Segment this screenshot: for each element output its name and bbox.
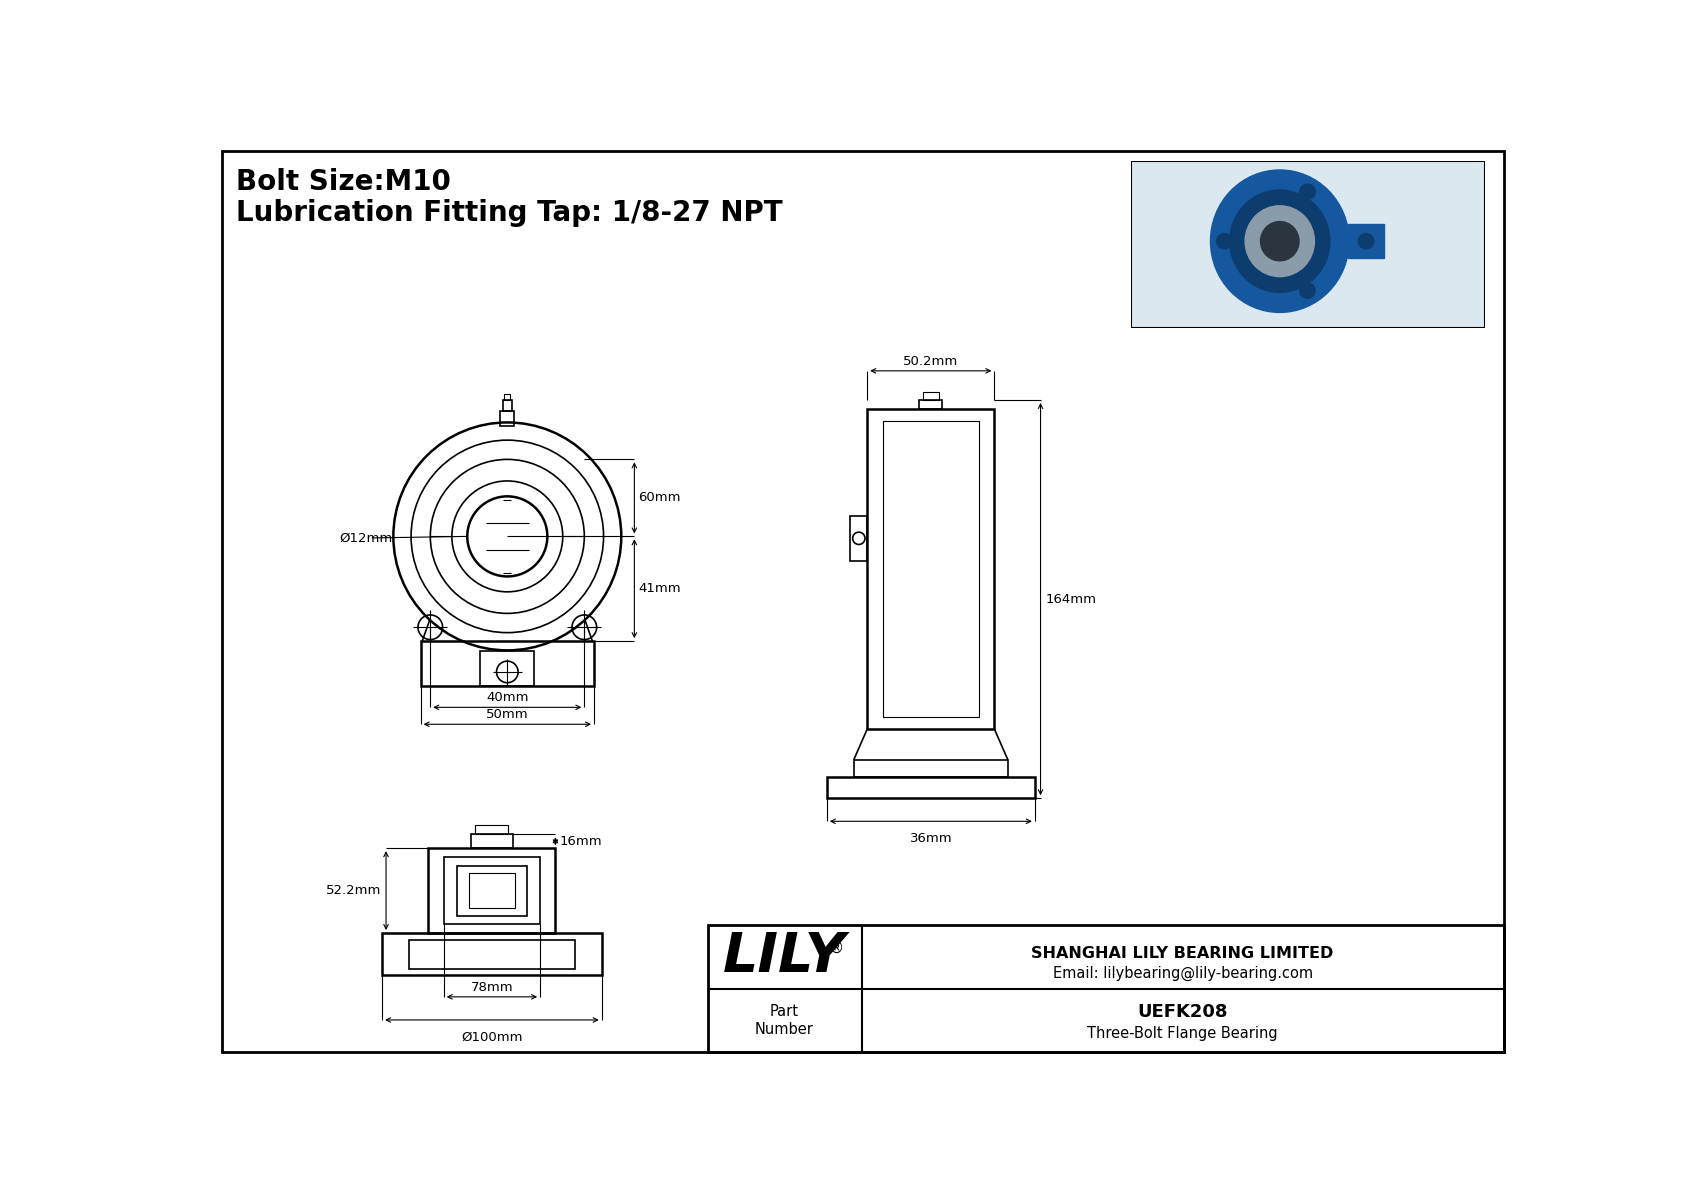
Text: 52.2mm: 52.2mm bbox=[327, 884, 381, 897]
Bar bbox=[500, 411, 514, 426]
Text: Ø100mm: Ø100mm bbox=[461, 1030, 522, 1043]
Bar bbox=[504, 400, 512, 411]
Text: ®: ® bbox=[829, 941, 844, 955]
Text: 164mm: 164mm bbox=[1046, 593, 1096, 606]
Bar bbox=[468, 873, 515, 908]
Text: 16mm: 16mm bbox=[561, 835, 603, 848]
Circle shape bbox=[1300, 282, 1315, 298]
Bar bbox=[919, 400, 943, 410]
Ellipse shape bbox=[1211, 170, 1349, 312]
Text: Ø12mm: Ø12mm bbox=[340, 531, 392, 544]
Circle shape bbox=[1216, 233, 1233, 249]
Text: 50mm: 50mm bbox=[487, 709, 529, 722]
Bar bbox=[472, 835, 514, 848]
Bar bbox=[923, 392, 938, 400]
Text: 36mm: 36mm bbox=[909, 833, 951, 846]
Bar bbox=[867, 410, 994, 729]
Ellipse shape bbox=[1229, 191, 1330, 293]
Bar bbox=[850, 516, 867, 561]
Bar bbox=[882, 420, 978, 717]
Text: 40mm: 40mm bbox=[487, 691, 529, 704]
Bar bbox=[382, 933, 601, 975]
Text: LILY: LILY bbox=[722, 930, 845, 984]
Bar bbox=[458, 866, 527, 916]
Circle shape bbox=[1300, 185, 1315, 200]
Bar bbox=[409, 940, 574, 969]
Text: 78mm: 78mm bbox=[470, 980, 514, 993]
Bar bbox=[1347, 224, 1384, 258]
Ellipse shape bbox=[1261, 222, 1298, 261]
Bar bbox=[504, 394, 510, 400]
Bar bbox=[428, 848, 556, 933]
Text: 41mm: 41mm bbox=[638, 582, 680, 596]
Bar bbox=[854, 760, 1007, 777]
Bar bbox=[707, 925, 1504, 1053]
Text: UEFK208: UEFK208 bbox=[1137, 1003, 1228, 1021]
Text: SHANGHAI LILY BEARING LIMITED: SHANGHAI LILY BEARING LIMITED bbox=[1031, 946, 1334, 961]
Circle shape bbox=[1359, 233, 1374, 249]
Text: 60mm: 60mm bbox=[638, 492, 680, 505]
Bar bbox=[1132, 161, 1485, 329]
Ellipse shape bbox=[1244, 206, 1315, 276]
Bar bbox=[1132, 161, 1485, 329]
Text: Three-Bolt Flange Bearing: Three-Bolt Flange Bearing bbox=[1088, 1025, 1278, 1041]
Text: Bolt Size:M10: Bolt Size:M10 bbox=[236, 168, 451, 197]
Bar bbox=[1132, 161, 1485, 329]
Bar bbox=[421, 641, 594, 686]
Bar bbox=[480, 651, 534, 686]
Text: 50.2mm: 50.2mm bbox=[903, 355, 958, 368]
Bar bbox=[827, 777, 1034, 798]
Bar bbox=[445, 856, 541, 924]
Text: Part
Number: Part Number bbox=[754, 1004, 813, 1036]
Text: Lubrication Fitting Tap: 1/8-27 NPT: Lubrication Fitting Tap: 1/8-27 NPT bbox=[236, 199, 783, 227]
Text: Email: lilybearing@lily-bearing.com: Email: lilybearing@lily-bearing.com bbox=[1052, 966, 1312, 981]
Bar bbox=[475, 825, 509, 835]
